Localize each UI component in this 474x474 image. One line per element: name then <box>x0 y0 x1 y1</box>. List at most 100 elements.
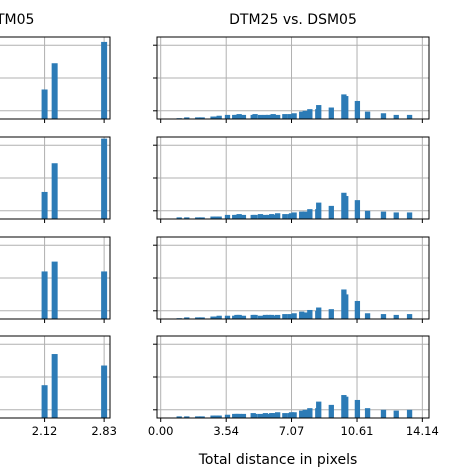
right-row2-bar-34 <box>380 314 387 319</box>
right-row1-bar-25 <box>302 211 308 219</box>
right-column-title: DTM25 vs. DSM05 <box>229 12 357 28</box>
right-row2-bar-36 <box>406 314 413 319</box>
right-row1-bar-20 <box>282 214 288 219</box>
right-row3-bar-6 <box>216 415 222 418</box>
left-row1-bar-3 <box>101 138 108 219</box>
right-row2-bar-2 <box>195 317 201 319</box>
right-row2-bar-14 <box>257 315 264 319</box>
right-row0-bar-31 <box>343 96 349 119</box>
right-row2-bar-32 <box>354 300 361 319</box>
right-row2-bar-13 <box>252 314 258 319</box>
right-row0-bar-23 <box>291 113 297 119</box>
right-row3-bar-16 <box>265 413 272 418</box>
right-row1-bar-31 <box>343 196 349 219</box>
left-column-title: TM05 <box>0 12 34 28</box>
right-row0-bar-33 <box>364 111 371 119</box>
right-row1-bar-19 <box>274 213 281 219</box>
right-row0-bar-26 <box>307 109 313 119</box>
right-row0-bar-7 <box>224 114 231 119</box>
right-row2-bar-11 <box>240 315 247 319</box>
right-row3-bar-36 <box>406 409 413 418</box>
right-row3-bar-23 <box>291 412 297 418</box>
right-row2-bar-29 <box>328 309 334 319</box>
left-row1-bar-1 <box>41 191 48 219</box>
left-row1-bar-2 <box>51 163 58 219</box>
right-xtick-label-2: 7.07 <box>279 424 305 438</box>
left-row3-bar-3 <box>101 365 108 418</box>
left-row0-bar-3 <box>101 41 108 119</box>
right-row1-bar-26 <box>307 209 313 219</box>
right-row1-bar-10 <box>236 214 242 219</box>
right-row3-bar-15 <box>262 413 269 418</box>
left-row2-bar-3 <box>101 271 108 319</box>
right-row2-bar-15 <box>262 314 269 319</box>
right-row1-bar-3 <box>199 217 205 219</box>
right-row3-bar-35 <box>393 410 399 418</box>
right-row2-bar-10 <box>236 314 242 319</box>
left-row0-bar-2 <box>51 63 58 119</box>
right-row1-bar-16 <box>265 214 272 219</box>
right-row3-bar-28 <box>316 401 322 418</box>
right-row3-bar-18 <box>270 413 276 418</box>
right-row2-bar-35 <box>393 314 399 319</box>
right-row1-bar-4 <box>210 216 216 219</box>
right-row0-bar-1 <box>184 117 190 119</box>
right-row0-bar-18 <box>270 114 276 119</box>
right-row0-bar-4 <box>210 116 216 119</box>
right-row0-bar-29 <box>328 107 334 119</box>
right-row1-bar-33 <box>364 210 371 219</box>
right-row3-bar-7 <box>224 414 231 418</box>
right-row2-bar-24 <box>299 311 305 319</box>
right-row3-bar-34 <box>380 409 387 418</box>
right-row1-bar-28 <box>316 202 322 219</box>
right-row0-bar-36 <box>406 114 413 119</box>
right-row0-bar-34 <box>380 113 387 119</box>
right-row3-bar-14 <box>257 413 264 418</box>
right-row2-bar-28 <box>316 307 322 319</box>
right-row3-bar-3 <box>199 416 205 418</box>
right-xtick-label-1: 3.54 <box>213 424 239 438</box>
right-row1-bar-15 <box>262 214 269 219</box>
right-row2-bar-18 <box>270 315 276 319</box>
right-row1-bar-11 <box>240 214 247 219</box>
right-row3-bar-4 <box>210 415 216 418</box>
right-row1-bar-23 <box>291 212 297 219</box>
right-row1-bar-36 <box>406 212 413 219</box>
right-row0-bar-6 <box>216 115 222 119</box>
right-row1-bar-7 <box>224 214 231 219</box>
left-row2-bar-2 <box>51 261 58 319</box>
right-row2-bar-25 <box>302 312 308 319</box>
right-row0-bar-20 <box>282 114 288 119</box>
right-row1-bar-35 <box>393 212 399 219</box>
right-row0-bar-19 <box>274 114 281 119</box>
right-row3-bar-1 <box>184 416 190 418</box>
left-row3-bar-2 <box>51 354 58 418</box>
right-row1-bar-1 <box>184 217 190 219</box>
right-row3-bar-11 <box>240 413 247 418</box>
right-row0-bar-24 <box>299 111 305 119</box>
right-row3-bar-26 <box>307 408 313 418</box>
right-row0-bar-25 <box>302 110 308 119</box>
right-row3-bar-31 <box>343 396 349 418</box>
right-row2-bar-31 <box>343 294 349 319</box>
right-row1-bar-14 <box>257 214 264 219</box>
right-row0-bar-14 <box>257 114 264 119</box>
right-row0-bar-10 <box>236 114 242 119</box>
right-row3-bar-13 <box>252 413 258 418</box>
right-xtick-label-3: 10.61 <box>341 424 374 438</box>
right-row3-bar-32 <box>354 399 361 418</box>
right-row2-bar-5 <box>213 316 219 319</box>
right-row0-bar-11 <box>240 114 247 119</box>
right-row2-bar-16 <box>265 314 272 319</box>
right-xtick-label-4: 14.14 <box>406 424 439 438</box>
x-axis-label: Total distance in pixels <box>198 452 358 468</box>
right-row2-bar-20 <box>282 314 288 319</box>
right-row0-bar-35 <box>393 114 399 119</box>
right-row3-bar-19 <box>274 412 281 418</box>
right-row2-bar-19 <box>274 314 281 319</box>
right-row1-bar-29 <box>328 205 334 219</box>
right-row3-bar-2 <box>195 416 201 418</box>
right-row1-bar-18 <box>270 214 276 219</box>
left-xtick-label-0: 2.12 <box>32 424 58 438</box>
